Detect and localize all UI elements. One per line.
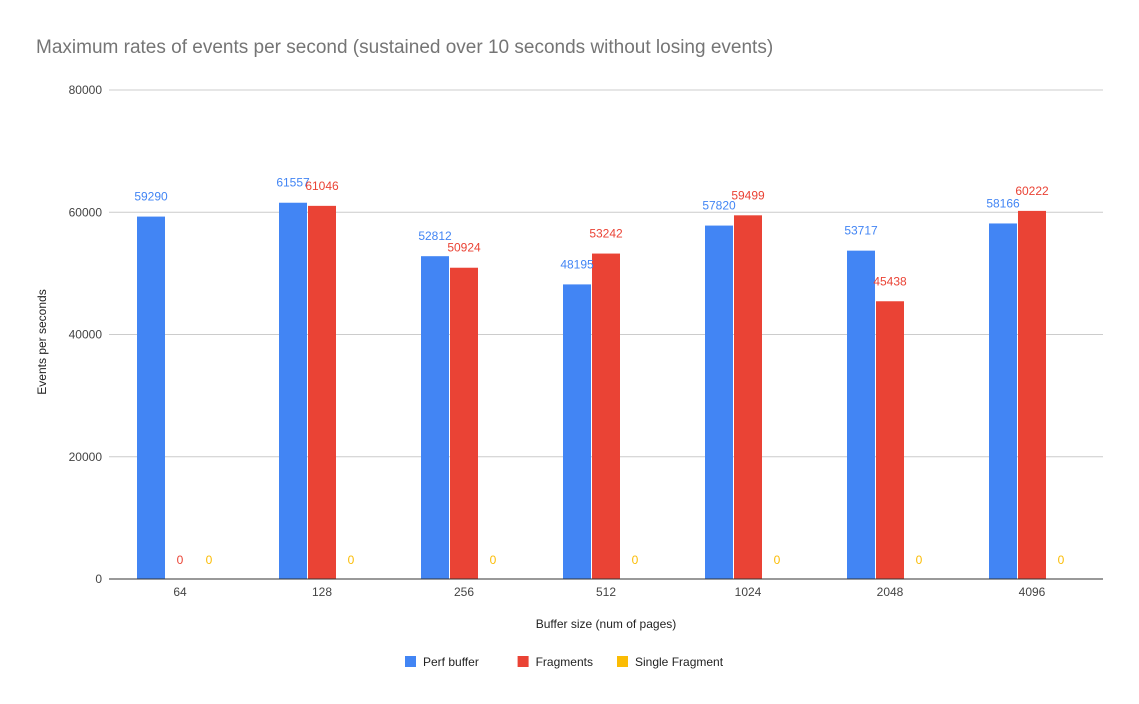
data-label: 50924 <box>447 241 481 255</box>
bar <box>876 301 904 579</box>
y-tick-label: 60000 <box>69 205 103 219</box>
data-label: 61046 <box>305 179 339 193</box>
legend-label: Perf buffer <box>423 655 479 669</box>
data-label: 58166 <box>986 196 1020 210</box>
data-label: 0 <box>490 553 497 567</box>
data-label: 57820 <box>702 199 736 213</box>
data-label: 0 <box>348 553 355 567</box>
data-label: 45438 <box>873 274 907 288</box>
legend-swatch <box>405 656 416 667</box>
bar <box>421 256 449 579</box>
data-label: 0 <box>206 553 213 567</box>
data-label: 53717 <box>844 224 878 238</box>
bar <box>279 202 307 579</box>
legend-swatch <box>517 656 529 667</box>
y-axis-ticks: 0 20000 40000 60000 80000 <box>69 83 103 586</box>
bar <box>734 215 762 579</box>
legend-swatch <box>617 656 628 667</box>
data-label: 0 <box>1058 553 1065 567</box>
y-tick-label: 20000 <box>69 450 103 464</box>
x-tick-label: 4096 <box>1019 585 1046 599</box>
data-label: 60222 <box>1015 184 1049 198</box>
x-axis-title: Buffer size (num of pages) <box>536 617 677 631</box>
bar <box>705 225 733 579</box>
data-label: 0 <box>177 553 184 567</box>
bar <box>989 223 1017 579</box>
x-tick-label: 64 <box>173 585 187 599</box>
data-label: 0 <box>632 553 639 567</box>
bars <box>137 202 1046 580</box>
y-tick-label: 80000 <box>69 83 103 97</box>
bar <box>450 267 478 579</box>
data-label: 52812 <box>418 229 452 243</box>
data-label: 59499 <box>731 188 765 202</box>
x-tick-label: 512 <box>596 585 616 599</box>
legend: Perf buffer Fragments Single Fragment <box>405 655 724 669</box>
bar <box>137 216 165 579</box>
bar <box>308 205 336 579</box>
bar <box>563 284 591 579</box>
bar <box>592 253 620 579</box>
bar <box>1018 210 1046 580</box>
data-label: 61557 <box>276 176 310 190</box>
x-tick-label: 1024 <box>735 585 762 599</box>
y-axis-title: Events per seconds <box>35 289 49 394</box>
x-tick-label: 256 <box>454 585 474 599</box>
y-tick-label: 0 <box>95 572 102 586</box>
chart-title: Maximum rates of events per second (sust… <box>36 37 773 58</box>
legend-label: Single Fragment <box>635 655 724 669</box>
data-label: 0 <box>774 553 781 567</box>
data-label: 0 <box>916 553 923 567</box>
data-label: 59290 <box>134 190 168 204</box>
bar <box>847 250 875 579</box>
data-label: 48195 <box>560 257 594 271</box>
data-label: 53242 <box>589 227 623 241</box>
y-tick-label: 40000 <box>69 328 103 342</box>
legend-label: Fragments <box>536 655 593 669</box>
x-tick-label: 128 <box>312 585 332 599</box>
x-tick-label: 2048 <box>877 585 904 599</box>
x-axis-ticks: 64 128 256 512 1024 2048 4096 <box>173 585 1045 599</box>
